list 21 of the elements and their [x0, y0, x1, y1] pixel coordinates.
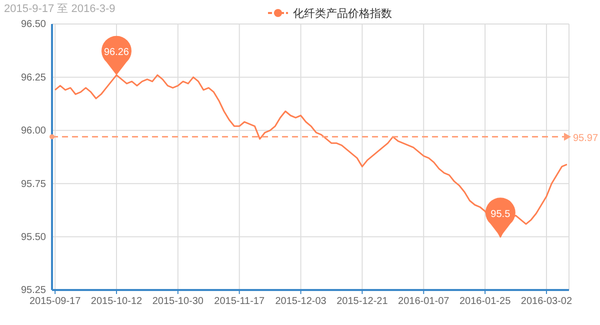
y-tick-label: 96.50: [20, 19, 46, 30]
x-tick-label: 2015-10-12: [90, 296, 143, 308]
x-tick-label: 2016-01-07: [398, 296, 450, 308]
ref-line-label: 95.97: [573, 132, 598, 144]
x-tick-label: 2016-01-25: [459, 296, 512, 308]
x-tick-label: 2016-03-02: [520, 296, 572, 308]
x-tick-label: 2015-12-03: [275, 296, 327, 308]
y-tick-label: 95.25: [20, 285, 46, 296]
chart-title: 2015-9-17 至 2016-3-9: [4, 3, 116, 15]
x-tick-label: 2015-11-17: [214, 296, 265, 308]
y-tick-label: 96.00: [20, 126, 46, 137]
x-tick-label: 2015-12-21: [336, 296, 388, 308]
annotation: 96.26: [104, 47, 130, 58]
y-tick-label: 95.75: [20, 178, 46, 190]
y-tick-label: 96.25: [20, 72, 46, 84]
y-tick-label: 95.50: [20, 232, 46, 243]
legend-label: 化纤类产品价格指数: [293, 7, 392, 20]
x-tick-label: 2015-09-17: [29, 296, 82, 308]
x-tick-label: 2015-10-30: [152, 296, 204, 308]
line-series: [54, 74, 568, 238]
annotation: 95.5: [490, 208, 511, 220]
